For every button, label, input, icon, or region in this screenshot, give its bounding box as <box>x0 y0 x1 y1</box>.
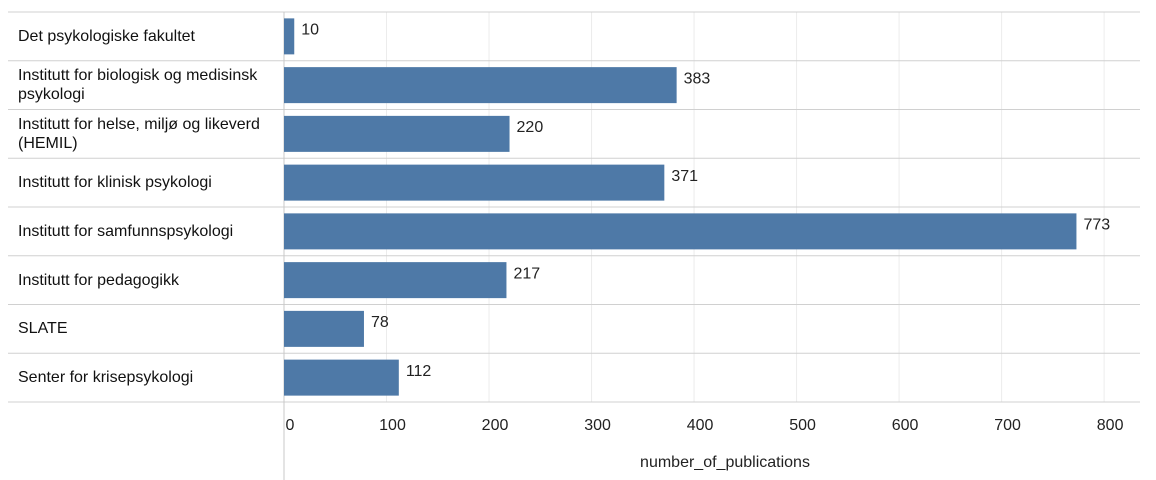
category-label-box: Institutt for biologisk og medisinsk psy… <box>18 67 258 104</box>
data-label: 10 <box>301 22 319 39</box>
bar <box>284 359 399 396</box>
data-label: 78 <box>371 314 389 331</box>
bar <box>284 213 1077 250</box>
data-label: 371 <box>671 168 698 185</box>
x-tick-label: 200 <box>482 417 509 434</box>
bar <box>284 18 295 55</box>
y-tick-label: Senter for krisepsykologi <box>18 369 194 387</box>
data-label: 112 <box>406 363 432 380</box>
bar <box>284 115 510 152</box>
category-label-box: Det psykologiske fakultet <box>18 27 195 45</box>
y-tick-label: SLATE <box>18 320 68 338</box>
y-tick-label: Institutt for klinisk psykologi <box>18 174 212 192</box>
x-tick-label: 700 <box>994 417 1021 434</box>
data-label: 220 <box>517 119 544 136</box>
category-label-box: Institutt for pedagogikk <box>18 271 179 289</box>
data-label: 383 <box>684 70 711 87</box>
bar <box>284 262 507 299</box>
x-tick-label: 300 <box>584 417 611 434</box>
category-label-box: Senter for krisepsykologi <box>18 369 194 387</box>
y-tick-label: Institutt for helse, miljø og likeverd (… <box>18 115 260 152</box>
bar <box>284 67 677 104</box>
x-tick-label: 400 <box>687 417 714 434</box>
category-label-box: Institutt for klinisk psykologi <box>18 174 212 192</box>
x-tick-label: 0 <box>286 417 295 434</box>
x-tick-label: 500 <box>789 417 816 434</box>
data-label: 217 <box>513 265 540 282</box>
data-label: 773 <box>1083 217 1110 234</box>
x-axis-title: number_of_publications <box>640 454 810 471</box>
category-label-box: Institutt for samfunnspsykologi <box>18 222 234 240</box>
x-tick-label: 100 <box>379 417 406 434</box>
category-label-box: SLATE <box>18 320 68 338</box>
category-label-box: Institutt for helse, miljø og likeverd (… <box>18 115 260 152</box>
bar <box>284 310 364 347</box>
y-tick-label: Institutt for samfunnspsykologi <box>18 222 234 240</box>
x-tick-label: 800 <box>1097 417 1124 434</box>
y-tick-label: Det psykologiske fakultet <box>18 27 195 45</box>
x-tick-label: 600 <box>892 417 919 434</box>
bar <box>284 164 665 201</box>
y-tick-label: Institutt for pedagogikk <box>18 271 179 289</box>
y-tick-label: Institutt for biologisk og medisinsk psy… <box>18 67 258 104</box>
